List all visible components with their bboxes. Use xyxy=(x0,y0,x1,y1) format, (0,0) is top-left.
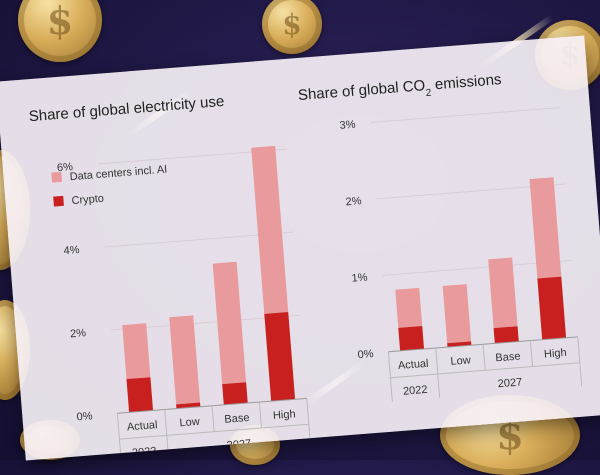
category-divider xyxy=(529,340,533,367)
chart-title: Share of global CO2 emissions xyxy=(297,71,502,108)
charts-svg: Share of global electricity use 0% 2% 4% 6% A… xyxy=(28,71,583,461)
bar-crypto xyxy=(493,326,519,344)
category-divider xyxy=(211,405,215,432)
category-label: Base xyxy=(495,350,521,364)
y-tick-label: 0% xyxy=(76,410,93,423)
group-label: 2027 xyxy=(497,376,522,390)
category-divider xyxy=(387,351,393,402)
gridline xyxy=(370,107,560,123)
category-divider xyxy=(258,402,262,429)
bar-data-centers xyxy=(122,323,151,380)
category-divider xyxy=(577,336,583,387)
bar-crypto xyxy=(264,312,296,402)
coin-icon: $ xyxy=(262,0,322,54)
bar-crypto xyxy=(537,276,567,340)
bar-crypto xyxy=(126,377,154,413)
category-label: Low xyxy=(450,354,471,368)
group-label: 2022 xyxy=(403,384,428,398)
category-label: High xyxy=(544,347,567,361)
legend-label: Crypto xyxy=(71,193,104,208)
category-label: Low xyxy=(179,416,200,430)
y-tick-label: 6% xyxy=(57,161,74,174)
bar-data-centers xyxy=(442,284,472,344)
bar-data-centers xyxy=(488,257,518,329)
legend-swatch-data-centers xyxy=(51,171,63,183)
y-tick-label: 4% xyxy=(63,244,80,257)
category-label: Actual xyxy=(127,419,158,433)
chart-co2: Share of global CO2 emissions 0% 1% 2% 3% Act… xyxy=(297,71,583,402)
chart-title-part: Share of global CO xyxy=(297,77,426,104)
chart-card: Share of global electricity use 0% 2% 4% 6% A… xyxy=(0,35,600,461)
y-tick-label: 2% xyxy=(70,327,87,340)
chart-title-part: emissions xyxy=(430,71,502,94)
bar-data-centers xyxy=(169,315,201,405)
y-tick-label: 3% xyxy=(339,119,356,132)
category-label: High xyxy=(273,408,296,422)
bar-data-centers xyxy=(251,145,289,314)
category-divider xyxy=(482,344,486,371)
chart-electricity: Share of global electricity use 0% 2% 4% 6% A… xyxy=(28,93,312,461)
chart-title: Share of global electricity use xyxy=(28,93,225,125)
chart-title-subscript: 2 xyxy=(425,87,432,98)
bar-data-centers xyxy=(212,261,247,385)
category-label: Base xyxy=(224,412,250,426)
legend-label: Data centers incl. AI xyxy=(69,164,167,184)
category-divider xyxy=(435,348,441,398)
bar-data-centers xyxy=(529,177,562,279)
coin-icon: $ xyxy=(18,0,102,62)
y-tick-label: 1% xyxy=(351,272,368,285)
y-tick-label: 0% xyxy=(357,348,374,361)
category-label: Actual xyxy=(398,358,429,372)
bar-crypto xyxy=(222,382,248,405)
legend-swatch-crypto xyxy=(53,195,64,207)
bar-crypto xyxy=(398,326,425,351)
y-tick-label: 2% xyxy=(345,195,362,208)
bar-data-centers xyxy=(395,287,423,328)
